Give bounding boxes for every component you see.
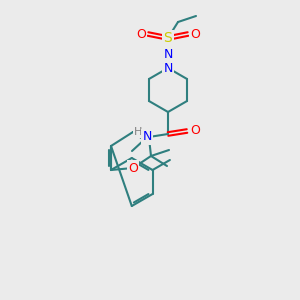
Text: N: N <box>142 130 152 143</box>
Text: H: H <box>134 127 142 137</box>
Text: N: N <box>163 47 173 61</box>
Text: O: O <box>136 28 146 40</box>
Text: O: O <box>128 161 138 175</box>
Text: O: O <box>190 28 200 40</box>
Text: S: S <box>164 31 172 45</box>
Text: O: O <box>190 124 200 137</box>
Text: N: N <box>163 61 173 74</box>
